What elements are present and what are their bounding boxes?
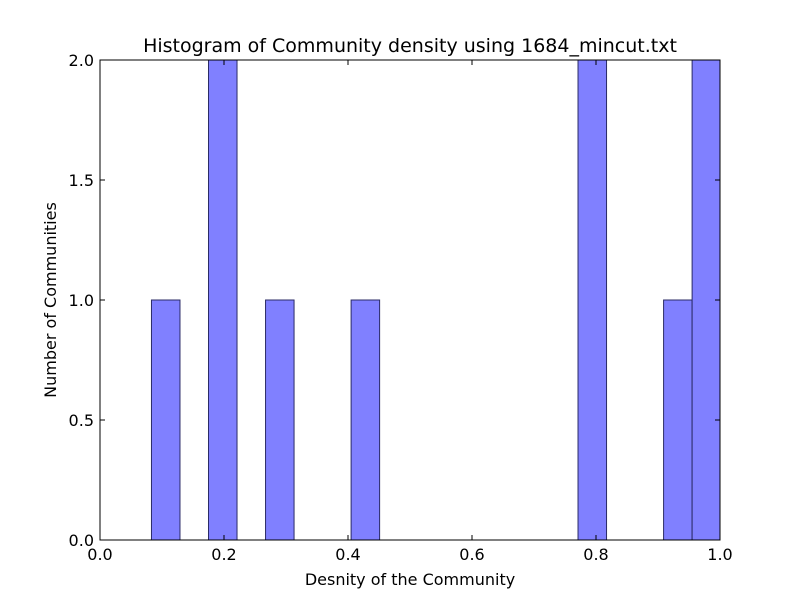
histogram-bar-4 [350, 299, 381, 541]
x-tick-label: 0.6 [459, 545, 484, 564]
y-tick-label: 1.0 [69, 291, 94, 310]
y-axis-label: Number of Communities [41, 202, 60, 398]
y-tick-label: 2.0 [69, 51, 94, 70]
histogram-bar-3 [265, 299, 295, 541]
y-tick-label: 0.5 [69, 411, 94, 430]
histogram-bar-1 [150, 299, 181, 541]
y-tick-label: 0.0 [69, 531, 94, 550]
x-tick-label: 0.0 [87, 545, 112, 564]
x-tick-label: 0.4 [335, 545, 360, 564]
x-axis-ticks: 0.0 0.2 0.4 0.6 0.8 1.0 [87, 60, 733, 564]
histogram-bar-6 [663, 299, 693, 541]
chart-title: Histogram of Community density using 168… [143, 35, 677, 57]
x-axis-label: Desnity of the Community [305, 570, 515, 589]
bars-group [150, 59, 721, 541]
x-tick-label: 1.0 [707, 545, 732, 564]
y-axis-ticks: 0.0 0.5 1.0 1.5 2.0 [69, 51, 720, 550]
plot-frame [99, 59, 721, 541]
x-tick-label: 0.2 [211, 545, 236, 564]
histogram-bar-2 [208, 59, 238, 541]
x-tick-label: 0.8 [583, 545, 608, 564]
y-tick-label: 1.5 [69, 171, 94, 190]
histogram-bar-5 [577, 59, 608, 541]
